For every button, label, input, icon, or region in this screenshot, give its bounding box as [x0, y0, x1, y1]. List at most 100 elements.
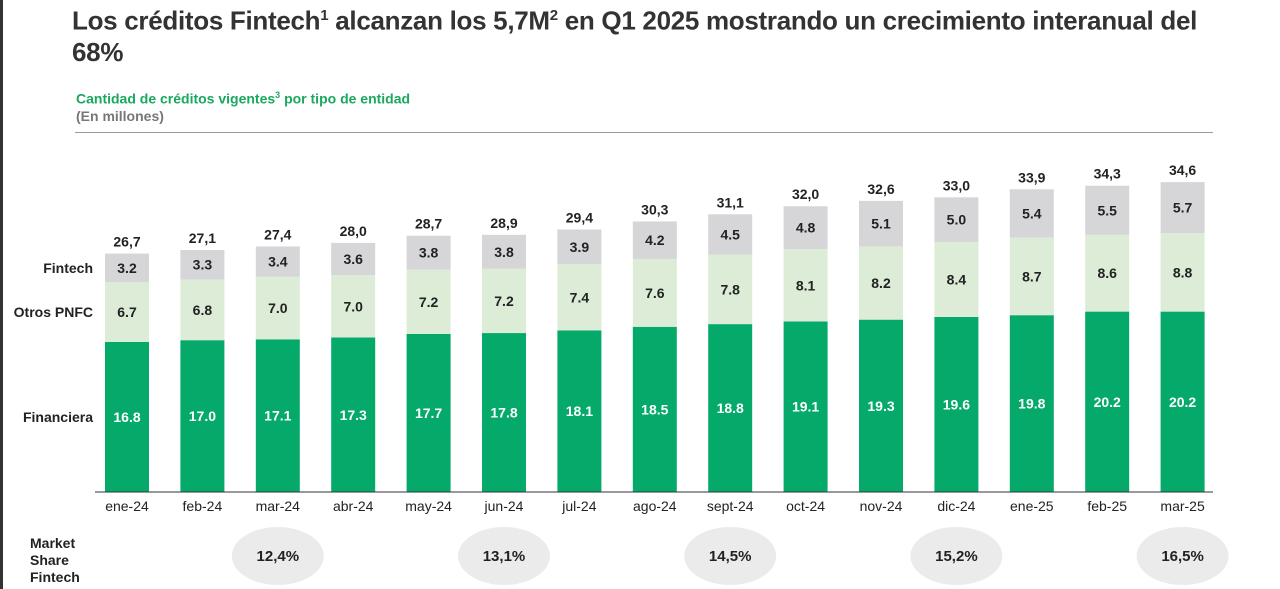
bar-value-label: 3.2: [117, 260, 137, 276]
bar-fintech: [1160, 182, 1205, 234]
bar-value-label: 3.9: [570, 239, 590, 255]
bar-otros-pnfc: [557, 264, 602, 331]
total-label: 27,4: [264, 226, 291, 242]
left-border: [0, 0, 3, 589]
market-share-value: 16,5%: [1161, 548, 1204, 565]
bar-value-label: 5.7: [1173, 200, 1193, 216]
x-tick-label: oct-24: [786, 498, 825, 514]
bar-value-label: 20.2: [1094, 394, 1121, 410]
bar-value-label: 4.5: [720, 226, 740, 242]
divider: [75, 132, 1213, 133]
bar-fintech: [255, 246, 300, 277]
bar-value-label: 5.5: [1097, 202, 1117, 218]
bar-value-label: 8.2: [871, 275, 891, 291]
total-label: 28,9: [490, 215, 517, 231]
bar-otros-pnfc: [632, 258, 677, 327]
bar-value-label: 8.6: [1097, 265, 1117, 281]
page-title: Los créditos Fintech1 alcanzan los 5,7M2…: [72, 5, 1198, 67]
bar-otros-pnfc: [934, 241, 979, 317]
bar-otros-pnfc: [859, 246, 903, 320]
bar-fintech: [859, 200, 903, 247]
total-label: 32,6: [867, 181, 894, 197]
bar-value-label: 7.0: [343, 298, 363, 314]
bar-financiera: [1160, 311, 1205, 492]
bar-financiera: [708, 324, 753, 492]
bar-value-label: 17.8: [490, 405, 517, 421]
x-tick-label: ene-24: [105, 498, 149, 514]
bar-fintech: [105, 253, 149, 283]
bar-otros-pnfc: [255, 276, 300, 340]
x-tick-label: nov-24: [860, 498, 903, 514]
total-label: 31,1: [717, 194, 744, 210]
bar-value-label: 17.0: [189, 408, 216, 424]
x-tick-label: ago-24: [633, 498, 677, 514]
bar-value-label: 7.2: [494, 293, 514, 309]
bar-fintech: [934, 197, 979, 242]
x-tick-label: may-24: [405, 498, 452, 514]
market-share-bubble: [458, 527, 550, 585]
total-label: 30,3: [641, 201, 668, 217]
bar-fintech: [632, 221, 677, 259]
bar-value-label: 18.5: [641, 401, 668, 417]
total-label: 27,1: [189, 230, 216, 246]
market-share-value: 14,5%: [709, 548, 752, 565]
x-tick-label: dic-24: [937, 498, 975, 514]
total-label: 28,7: [415, 216, 442, 232]
bar-financiera: [557, 330, 602, 492]
bar-value-label: 6.8: [193, 302, 213, 318]
bar-value-label: 4.8: [796, 220, 816, 236]
market-share-bubble: [910, 527, 1003, 585]
bar-value-label: 8.1: [796, 277, 816, 293]
bar-value-label: 20.2: [1169, 394, 1196, 410]
total-label: 34,6: [1169, 162, 1196, 178]
bar-fintech: [783, 206, 828, 250]
bar-financiera: [783, 321, 828, 492]
x-tick-label: feb-25: [1087, 498, 1127, 514]
bar-value-label: 3.3: [193, 257, 213, 273]
market-share-bubble: [231, 527, 324, 585]
bar-financiera: [105, 341, 149, 492]
bar-fintech: [406, 235, 451, 270]
bar-financiera: [934, 316, 979, 492]
bar-value-label: 7.8: [720, 281, 740, 297]
bar-otros-pnfc: [783, 249, 828, 322]
bar-value-label: 3.8: [494, 244, 514, 260]
market-share-value: 12,4%: [257, 548, 300, 565]
total-label: 33,0: [943, 177, 970, 193]
market-share-label: Market Share Fintech: [30, 535, 80, 585]
bar-value-label: 18.1: [566, 403, 593, 419]
bar-value-label: 8.7: [1022, 268, 1042, 284]
chart-subtitle: Cantidad de créditos vigentes3 por tipo …: [76, 90, 411, 107]
bar-value-label: 19.6: [943, 396, 970, 412]
bar-value-label: 7.4: [570, 289, 590, 305]
bar-financiera: [406, 333, 451, 492]
chart-unit: (En millones): [76, 108, 164, 124]
bar-value-label: 18.8: [717, 400, 744, 416]
bar-value-label: 17.3: [340, 407, 367, 423]
bar-financiera: [1009, 315, 1054, 492]
bar-otros-pnfc: [1085, 234, 1130, 312]
bar-value-label: 7.2: [419, 294, 439, 310]
bar-fintech: [180, 249, 225, 280]
bar-otros-pnfc: [1009, 237, 1054, 316]
total-label: 29,4: [566, 209, 593, 225]
bar-value-label: 5.1: [871, 216, 891, 232]
total-label: 34,3: [1094, 166, 1121, 182]
market-share-bubble: [1136, 527, 1229, 585]
legend-fintech: Fintech: [43, 260, 93, 276]
bar-fintech: [482, 234, 526, 269]
bar-fintech: [1009, 189, 1054, 238]
market-share-bubble: [684, 527, 777, 585]
bar-value-label: 3.8: [419, 245, 439, 261]
bar-financiera: [331, 337, 376, 492]
bar-otros-pnfc: [105, 282, 149, 342]
bar-fintech: [557, 229, 602, 265]
x-tick-label: ene-25: [1010, 498, 1054, 514]
bar-financiera: [1085, 311, 1130, 492]
bar-financiera: [632, 326, 677, 492]
market-share-value: 15,2%: [935, 548, 978, 565]
x-tick-label: jul-24: [561, 498, 596, 514]
bar-otros-pnfc: [708, 254, 753, 325]
x-tick-label: feb-24: [183, 498, 223, 514]
